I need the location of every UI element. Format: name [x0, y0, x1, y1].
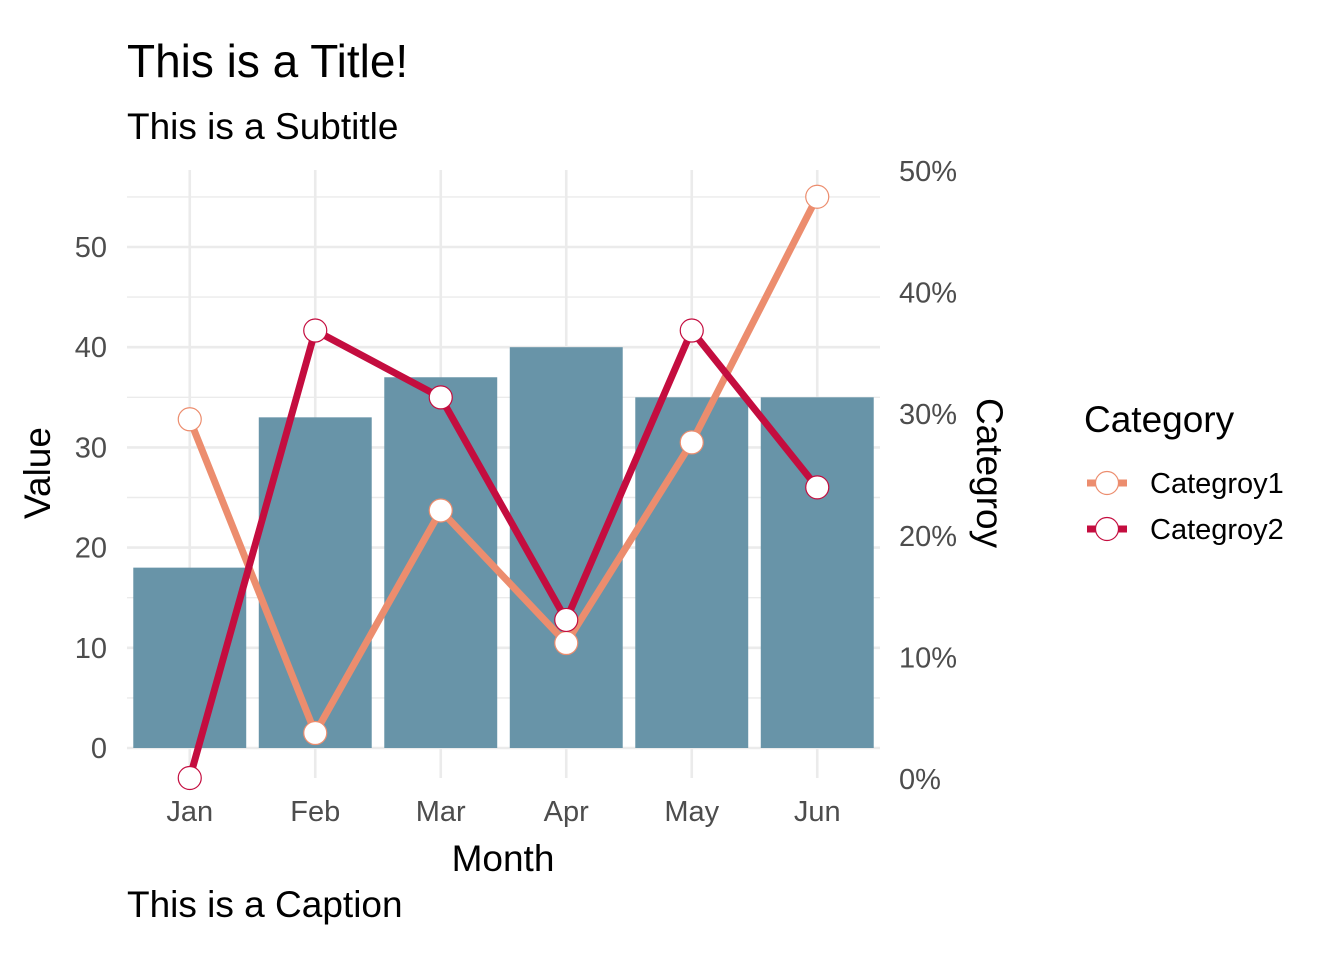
series-2-point-mar: [428, 385, 453, 410]
y-tick-label: 30: [75, 432, 107, 464]
chart-title: This is a Title!: [127, 35, 408, 87]
legend-item-2: Categroy2: [1087, 514, 1284, 546]
series-lines: [186, 195, 821, 779]
series-line-1: [186, 195, 821, 737]
series-1-point-feb: [303, 720, 328, 746]
chart-caption: This is a Caption: [127, 884, 403, 925]
legend-key-point: [1094, 516, 1120, 542]
series-1-point-mar: [428, 498, 453, 523]
y2-tick-label: 30%: [899, 399, 957, 431]
x-tick-label: Jun: [794, 796, 841, 828]
series-1-point-jan: [177, 407, 202, 432]
x-axis-title: Month: [452, 838, 555, 879]
y-tick-label: 0: [91, 733, 107, 765]
y2-axis-title: Categroy: [969, 398, 1010, 549]
y-tick-label: 20: [75, 533, 107, 565]
bars: [133, 347, 874, 748]
y2-tick-label: 0%: [899, 764, 941, 796]
legend-label: Categroy1: [1150, 468, 1284, 500]
series-1-point-apr: [554, 630, 579, 656]
legend-item-1: Categroy1: [1087, 468, 1284, 500]
x-tick-label: Jan: [166, 796, 213, 828]
y2-tick-label: 50%: [899, 156, 957, 188]
y2-tick-label: 20%: [899, 521, 957, 553]
series-line-2: [186, 327, 820, 779]
y-axis-ticks: 0 10 20 30 40 50: [75, 232, 107, 765]
legend: Category Categroy1 Categroy2: [1084, 399, 1284, 546]
x-tick-label: May: [664, 796, 719, 828]
series-1-point-jun: [805, 184, 830, 209]
y2-tick-label: 40%: [899, 278, 957, 310]
bar-jun: [760, 397, 874, 748]
legend-title: Category: [1084, 399, 1235, 440]
series-2-point-jun: [805, 475, 830, 500]
y-tick-label: 40: [75, 332, 107, 364]
x-tick-label: Feb: [290, 796, 340, 828]
y2-axis-ticks: 0% 10% 20% 30% 40% 50%: [899, 156, 957, 796]
bar-jan: [133, 567, 247, 748]
bar-may: [635, 397, 749, 748]
series-2-point-jan: [177, 765, 202, 791]
bar-mar: [384, 377, 498, 748]
legend-label: Categroy2: [1150, 514, 1284, 546]
series-2-point-may: [679, 318, 704, 343]
series-1-point-may: [679, 430, 704, 455]
legend-key-point: [1094, 470, 1120, 496]
series-2-point-feb: [303, 318, 328, 343]
y2-tick-label: 10%: [899, 642, 957, 674]
series-2-point-apr: [554, 607, 579, 633]
x-tick-label: Apr: [544, 796, 589, 828]
legend-items: Categroy1 Categroy2: [1087, 468, 1284, 546]
y-axis-title: Value: [17, 427, 58, 519]
y-tick-label: 50: [75, 232, 107, 264]
x-axis-ticks: Jan Feb Mar Apr May Jun: [166, 796, 840, 828]
chart-subtitle: This is a Subtitle: [127, 106, 398, 147]
y-tick-label: 10: [75, 633, 107, 665]
series-points: [177, 184, 830, 791]
x-tick-label: Mar: [416, 796, 466, 828]
